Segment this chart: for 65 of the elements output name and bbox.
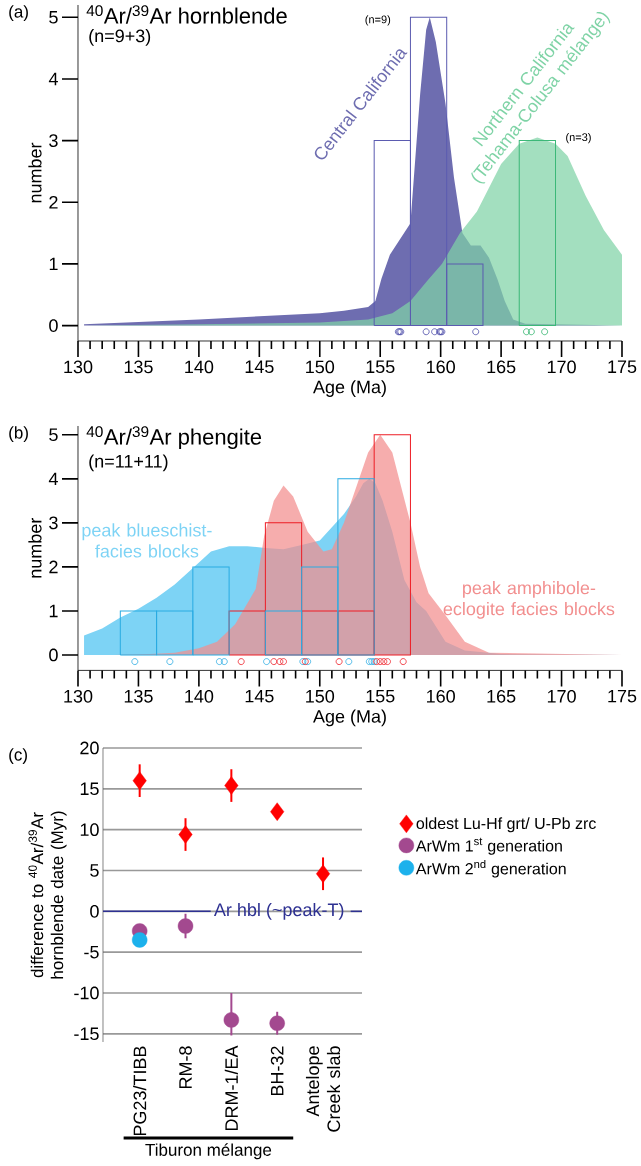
legend-label: oldest Lu-Hf grt/ U-Pb zrc [416, 817, 596, 833]
series-label: peak blueschist-facies blocks [82, 523, 212, 558]
y-tick-label: 0 [49, 648, 58, 662]
y-tick-label: 3 [49, 516, 58, 530]
series-label: peak amphibole-eclogite facies blocks [443, 581, 615, 619]
text: Tiburon mélange [145, 1143, 272, 1160]
x-tick-label: 140 [185, 689, 214, 703]
x-tick-label: 135 [124, 689, 153, 703]
text: (a) [9, 5, 28, 22]
x-axis-title: Age (Ma) [313, 709, 386, 727]
annotation: (n=3) [566, 133, 591, 144]
y-tick-label: 4 [48, 472, 58, 486]
x-tick-label: 170 [547, 689, 576, 703]
y-tick-label: -15 [74, 1027, 99, 1041]
y-tick-label: 5 [49, 11, 58, 24]
y-tick-label: 1 [49, 604, 58, 618]
y-tick-label: 3 [49, 134, 58, 147]
text: (n=11+11) [89, 454, 168, 472]
y-tick-label: -10 [74, 986, 99, 1000]
ref-line-label: Ar hbl (~peak-T) [213, 902, 344, 920]
x-tick-label: 130 [64, 689, 93, 703]
text: (b) [9, 426, 28, 443]
y-tick-label: 15 [80, 782, 99, 796]
y-tick-label: 10 [80, 823, 99, 837]
x-tick-label: BH-32 [270, 1046, 284, 1096]
x-tick-label: Antelope Creek slab [305, 1046, 341, 1132]
x-tick-label: 130 [64, 360, 93, 374]
y-tick-label: 0 [90, 904, 99, 918]
y-tick-label: 5 [90, 864, 99, 877]
x-tick-label: 145 [245, 360, 274, 374]
y-tick-label: 20 [80, 741, 99, 755]
x-tick-label: RM-8 [179, 1046, 192, 1089]
chart-title: $^{40}$Ar/$^{39}$Ar phengite [86, 426, 262, 450]
x-tick-label: 155 [366, 689, 395, 703]
x-tick-label: 175 [608, 360, 637, 374]
x-tick-label: 170 [547, 360, 576, 374]
x-tick-label: 160 [427, 360, 455, 374]
x-tick-label: 165 [487, 689, 516, 703]
x-tick-label: 135 [124, 360, 153, 374]
y-tick-label: 5 [49, 428, 58, 442]
y-tick-label: 0 [49, 319, 58, 332]
x-tick-label: 160 [427, 689, 455, 703]
y-tick-label: 4 [48, 72, 58, 86]
y-tick-label: 1 [49, 257, 58, 271]
x-tick-label: 155 [366, 360, 395, 374]
y-axis-title: number [28, 517, 42, 578]
annotation: (n=9) [365, 15, 391, 26]
y-tick-label: 2 [49, 195, 58, 209]
x-tick-label: PG23/TIBB [133, 1046, 147, 1136]
chart-title: $^{40}$Ar/$^{39}$Ar hornblende [86, 5, 287, 24]
text: (n=9+3) [89, 29, 151, 46]
y-axis-title: number [28, 142, 42, 203]
x-tick-label: 145 [245, 689, 274, 703]
legend-label: ArWm 2$^{nd}$ generation [415, 859, 566, 878]
y-tick-label: 2 [49, 560, 58, 574]
x-tick-label: 150 [306, 360, 335, 374]
text: (c) [9, 748, 27, 765]
x-axis-title: Age (Ma) [313, 380, 386, 397]
legend-label: ArWm 1$^{st}$ generation [415, 837, 562, 855]
x-tick-label: 175 [608, 689, 637, 703]
x-tick-label: 140 [185, 360, 214, 374]
x-tick-label: DRM-1/EA [224, 1045, 238, 1131]
x-tick-label: 150 [306, 689, 335, 703]
x-tick-label: 165 [487, 360, 516, 374]
y-tick-label: -5 [84, 945, 99, 959]
